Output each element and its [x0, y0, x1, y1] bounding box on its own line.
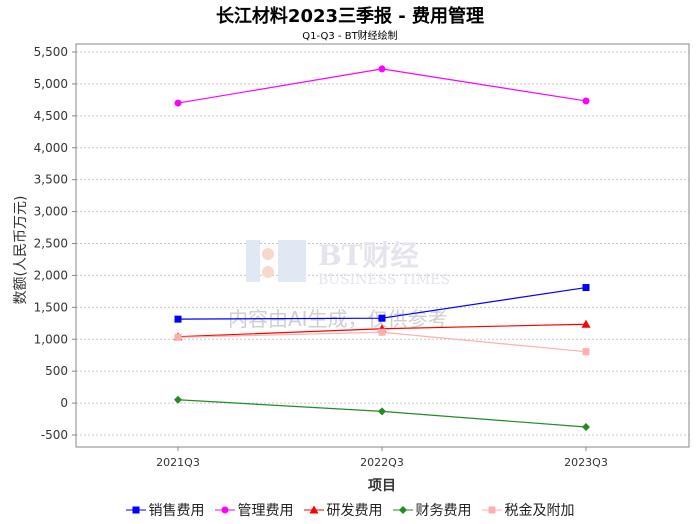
- series-3: [174, 395, 590, 432]
- legend-item[interactable]: 管理费用: [214, 500, 294, 520]
- data-point: [582, 423, 590, 432]
- y-axis-label: 数额(人民币万元): [13, 196, 29, 305]
- y-tick-label: 2,000: [34, 268, 68, 282]
- data-point: [174, 333, 182, 341]
- legend-label: 税金及附加: [504, 503, 575, 519]
- legend-item[interactable]: 财务费用: [392, 500, 472, 520]
- watermark-logo-bar: [246, 240, 260, 282]
- x-tick-label: 2022Q3: [360, 456, 404, 469]
- legend-marker-icon: [125, 506, 146, 514]
- y-tick-label: 3,500: [34, 173, 68, 187]
- series-0: [174, 284, 590, 323]
- x-tick-label: 2023Q3: [564, 456, 608, 469]
- data-point: [582, 348, 590, 356]
- y-tick-label: 3,000: [34, 205, 68, 219]
- data-point: [582, 97, 590, 105]
- legend-marker-icon: [392, 506, 413, 514]
- series-1: [174, 65, 590, 107]
- legend-marker: [309, 505, 318, 514]
- series-4: [174, 328, 590, 356]
- legend-marker: [221, 506, 228, 514]
- legend-item[interactable]: 研发费用: [303, 500, 383, 520]
- y-tick-label: 2,500: [34, 237, 68, 251]
- watermark-logo-block: [278, 240, 306, 282]
- watermark: BT财经 BUSINESS TIMES 内容由AI生成，仅供参考: [228, 239, 450, 331]
- data-point: [582, 284, 590, 292]
- y-tick-label: 5,000: [34, 77, 68, 91]
- data-point: [378, 328, 386, 336]
- x-axis-label: 项目: [368, 478, 396, 494]
- legend-label: 研发费用: [326, 503, 383, 519]
- data-point: [174, 315, 182, 323]
- legend-marker-icon: [481, 506, 502, 514]
- x-tick-label: 2021Q3: [156, 456, 200, 469]
- legend-label: 财务费用: [415, 503, 472, 519]
- legend-marker-icon: [303, 505, 324, 514]
- chart-title: 长江材料2023三季报 - 费用管理: [215, 6, 485, 27]
- watermark-logo-sub: BUSINESS TIMES: [318, 272, 450, 288]
- data-point: [174, 99, 182, 107]
- y-tick-label: 1,000: [34, 332, 68, 346]
- legend-marker: [398, 506, 407, 514]
- watermark-logo-dot: [262, 266, 274, 278]
- watermark-logo-dot: [262, 248, 274, 260]
- y-tick-label: -500: [41, 428, 68, 442]
- series-line: [177, 68, 587, 104]
- watermark-logo-text: BT财经: [318, 239, 419, 272]
- legend-marker: [488, 506, 495, 514]
- legend-label: 管理费用: [237, 503, 294, 519]
- y-tick-label: 500: [45, 364, 68, 378]
- y-tick-label: 1,500: [34, 300, 68, 314]
- legend-marker-icon: [214, 506, 235, 514]
- data-point: [378, 407, 386, 416]
- data-point: [581, 319, 591, 328]
- legend-item[interactable]: 销售费用: [125, 500, 205, 520]
- legend-item[interactable]: 税金及附加: [481, 500, 575, 520]
- y-tick-label: 5,500: [34, 45, 68, 59]
- data-point: [378, 314, 386, 322]
- y-tick-label: 0: [60, 396, 68, 410]
- chart-subtitle: Q1-Q3 - BT财经绘制: [302, 31, 398, 42]
- legend: 销售费用 管理费用 研发费用 财务费用 税金及附加: [0, 500, 700, 520]
- legend-label: 销售费用: [148, 503, 205, 519]
- legend-marker: [132, 506, 139, 514]
- y-tick-label: 4,500: [34, 109, 68, 123]
- data-point: [174, 395, 182, 404]
- y-tick-label: 4,000: [34, 141, 68, 155]
- data-point: [378, 65, 386, 73]
